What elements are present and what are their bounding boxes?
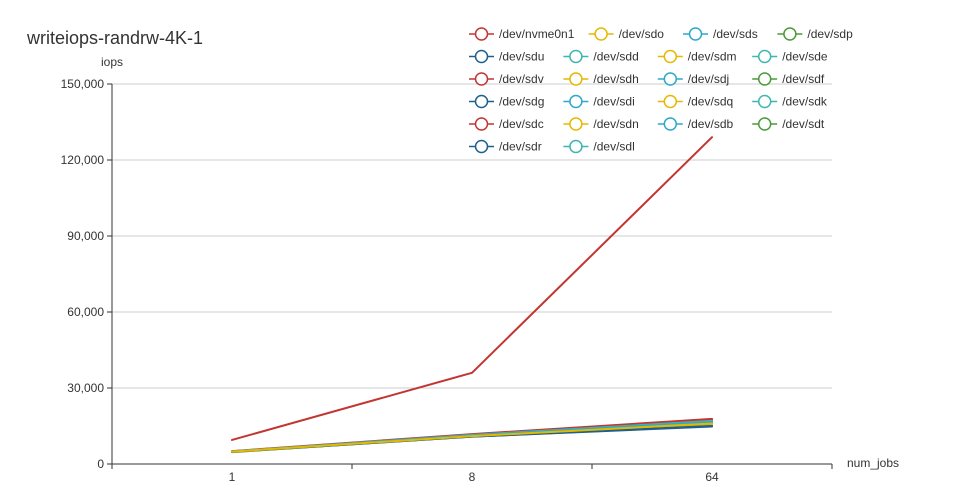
legend-label: /dev/sdn	[593, 117, 638, 131]
legend-item[interactable]: /dev/sdb	[657, 117, 734, 131]
legend-item[interactable]: /dev/sdn	[563, 117, 639, 131]
legend-label: /dev/sdm	[688, 50, 737, 64]
legend-label: /dev/sdq	[688, 95, 733, 109]
legend-marker	[474, 117, 489, 131]
y-axis-label: iops	[101, 55, 123, 69]
legend-item[interactable]: /dev/sdc	[469, 117, 544, 131]
series-line	[231, 136, 713, 441]
legend-label: /dev/sde	[782, 50, 828, 64]
legend-item[interactable]: /dev/sdd	[563, 49, 639, 64]
legend-label: /dev/sdh	[593, 72, 638, 86]
legend-item[interactable]: /dev/sdm	[657, 49, 737, 64]
legend-marker	[474, 139, 489, 154]
legend-item[interactable]: /dev/sdk	[752, 95, 828, 109]
legend-item[interactable]: /dev/sdj	[657, 72, 729, 86]
legend-marker	[474, 72, 489, 86]
legend-marker	[474, 94, 489, 109]
chart-title: writeiops-randrw-4K-1	[26, 28, 203, 48]
legend-item[interactable]: /dev/sdl	[563, 139, 635, 154]
legend-marker	[569, 94, 583, 109]
legend-label: /dev/nvme0n1	[499, 27, 575, 41]
legend-item[interactable]: /dev/sdg	[469, 95, 544, 109]
y-tick-label: 150,000	[61, 77, 105, 91]
legend-item[interactable]: /dev/sdr	[469, 140, 542, 154]
x-tick-label: 64	[705, 470, 719, 484]
legend-marker	[757, 117, 772, 131]
legend-item[interactable]: /dev/sdq	[657, 94, 733, 109]
legend-label: /dev/sdo	[619, 27, 665, 41]
legend-item[interactable]: /dev/sdp	[777, 27, 853, 41]
y-tick-label: 0	[97, 457, 104, 471]
legend-marker	[569, 72, 583, 86]
legend-label: /dev/sdc	[499, 117, 544, 131]
grid-lines	[112, 83, 832, 389]
legend-marker	[594, 27, 608, 41]
legend: /dev/nvme0n1/dev/sdo/dev/sds/dev/sdp/dev…	[469, 27, 853, 154]
legend-item[interactable]: /dev/sds	[683, 27, 758, 41]
legend-label: /dev/sdv	[499, 72, 544, 86]
legend-label: /dev/sdr	[499, 140, 542, 154]
legend-label: /dev/sdd	[593, 50, 638, 64]
legend-item[interactable]: /dev/sde	[752, 50, 828, 64]
y-tick-label: 60,000	[67, 305, 104, 319]
legend-label: /dev/sdt	[782, 117, 825, 131]
legend-label: /dev/sdp	[807, 27, 853, 41]
legend-marker	[663, 94, 678, 109]
x-tick-label: 1	[229, 470, 236, 484]
legend-item[interactable]: /dev/nvme0n1	[469, 27, 575, 41]
legend-item[interactable]: /dev/sdu	[469, 50, 544, 64]
legend-item[interactable]: /dev/sdo	[588, 27, 665, 41]
legend-marker	[663, 49, 678, 64]
legend-item[interactable]: /dev/sdv	[469, 72, 544, 86]
legend-marker	[474, 49, 489, 64]
y-tick-label: 120,000	[61, 153, 105, 167]
legend-label: /dev/sdu	[499, 50, 544, 64]
legend-marker	[569, 117, 583, 131]
legend-label: /dev/sdi	[593, 95, 634, 109]
legend-label: /dev/sds	[713, 27, 758, 41]
legend-marker	[569, 139, 583, 154]
y-tick-label: 90,000	[67, 229, 104, 243]
legend-label: /dev/sdk	[782, 95, 828, 109]
y-tick-label: 30,000	[67, 381, 104, 395]
legend-marker	[757, 94, 772, 109]
legend-item[interactable]: /dev/sdh	[563, 72, 639, 86]
x-axis-label: num_jobs	[847, 456, 899, 470]
legend-item[interactable]: /dev/sdf	[752, 72, 825, 86]
legend-item[interactable]: /dev/sdt	[752, 117, 825, 131]
legend-marker	[569, 49, 583, 64]
axes: 0 30,000 60,000 90,000 120,000 150,000 1 8 64	[61, 77, 833, 484]
legend-label: /dev/sdf	[782, 72, 825, 86]
legend-label: /dev/sdl	[593, 140, 634, 154]
legend-label: /dev/sdg	[499, 95, 544, 109]
legend-marker	[783, 27, 797, 41]
legend-marker	[663, 117, 678, 131]
legend-marker	[663, 72, 678, 86]
series-lines	[231, 136, 713, 454]
legend-marker	[757, 49, 772, 64]
series-line	[231, 422, 713, 453]
legend-marker	[757, 72, 772, 86]
legend-label: /dev/sdj	[688, 72, 729, 86]
legend-item[interactable]: /dev/sdi	[563, 94, 635, 109]
legend-marker	[688, 27, 703, 41]
legend-marker	[474, 27, 489, 41]
legend-label: /dev/sdb	[688, 117, 734, 131]
x-tick-label: 8	[469, 470, 476, 484]
